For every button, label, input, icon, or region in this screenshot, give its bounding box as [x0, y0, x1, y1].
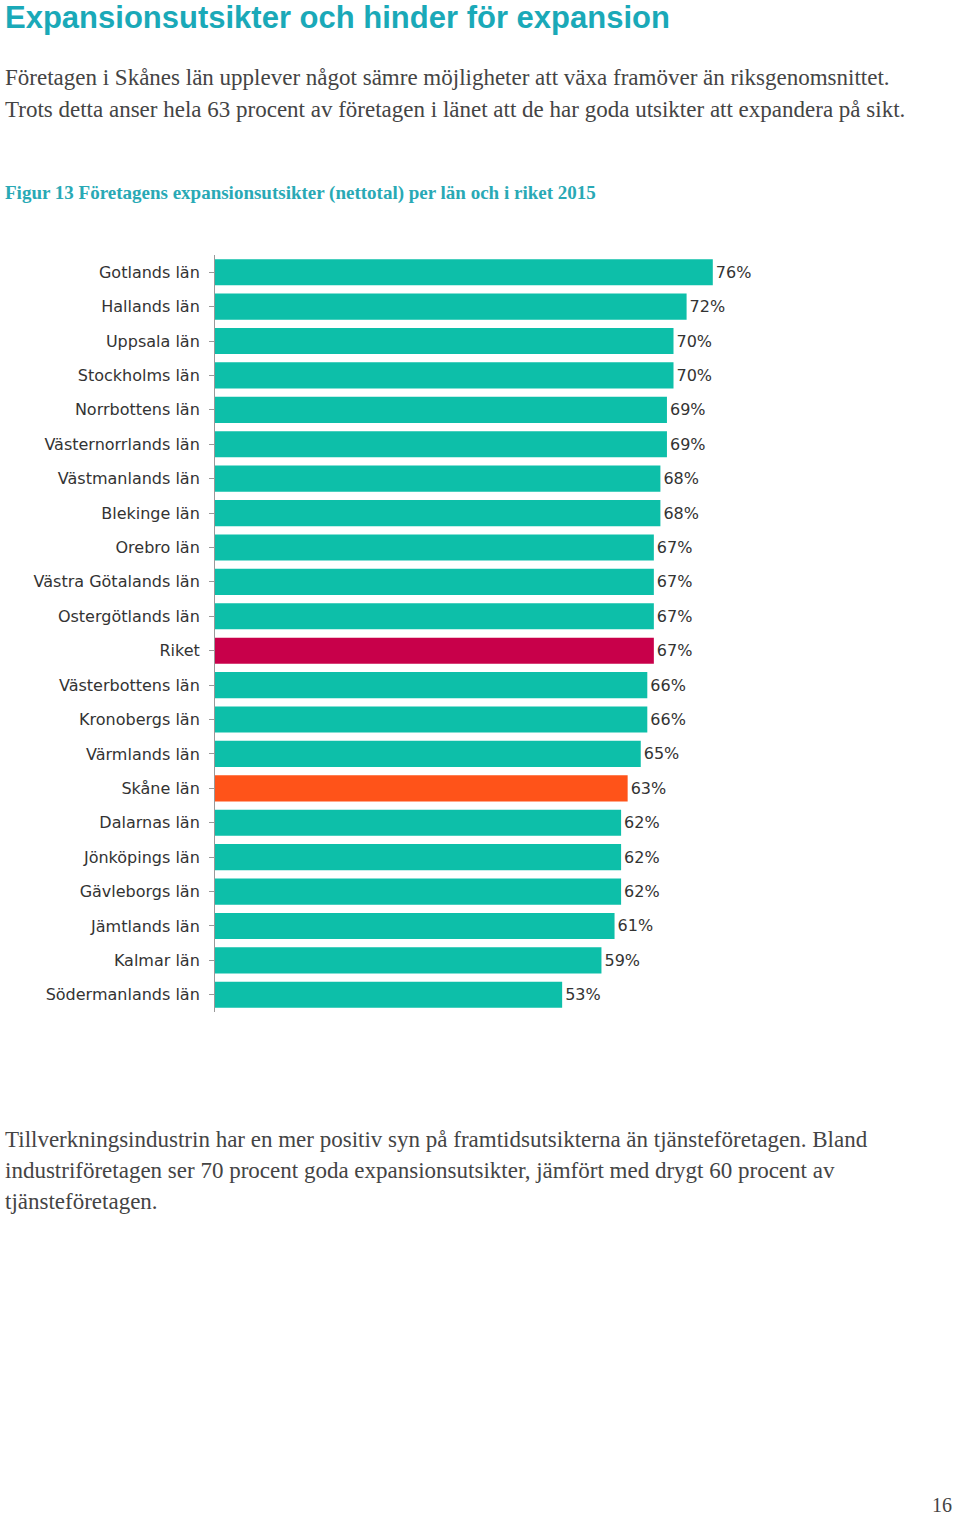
svg-text:70%: 70%: [677, 366, 713, 385]
svg-text:70%: 70%: [677, 332, 713, 351]
svg-text:Norrbottens län: Norrbottens län: [75, 400, 200, 419]
svg-text:66%: 66%: [650, 676, 686, 695]
svg-text:76%: 76%: [716, 263, 752, 282]
svg-text:Uppsala län: Uppsala län: [106, 332, 200, 351]
html-text:Figur 13 Företagens expansions: Figur 13 Företagens expansionsutsikter (…: [5, 182, 596, 203]
svg-text:62%: 62%: [624, 848, 660, 867]
svg-text:66%: 66%: [650, 710, 686, 729]
html-text:Företagen i Skånes län uppleve: Företagen i Skånes län upplever något sä…: [5, 65, 906, 122]
svg-text:Blekinge län: Blekinge län: [101, 504, 200, 523]
svg-text:69%: 69%: [670, 435, 706, 454]
svg-text:53%: 53%: [565, 985, 601, 1004]
svg-text:Dalarnas län: Dalarnas län: [99, 813, 199, 832]
svg-text:68%: 68%: [663, 504, 699, 523]
svg-text:Orebro län: Orebro län: [115, 538, 199, 557]
svg-text:Hallands län: Hallands län: [101, 297, 200, 316]
html-text:Tillverkningsindustrin har en: Tillverkningsindustrin har en mer positi…: [5, 1127, 868, 1214]
svg-text:69%: 69%: [670, 400, 706, 419]
svg-text:67%: 67%: [657, 538, 693, 557]
svg-text:72%: 72%: [690, 297, 726, 316]
svg-text:62%: 62%: [624, 813, 660, 832]
svg-text:68%: 68%: [663, 469, 699, 488]
svg-text:Västmanlands län: Västmanlands län: [58, 469, 200, 488]
svg-text:Skåne län: Skåne län: [121, 779, 199, 798]
svg-text:67%: 67%: [657, 572, 693, 591]
svg-text:Södermanlands län: Södermanlands län: [46, 985, 200, 1004]
svg-text:Västernorrlands län: Västernorrlands län: [44, 435, 199, 454]
html-text:Expansionsutsikter och hinder: Expansionsutsikter och hinder för expans…: [5, 0, 670, 35]
svg-text:Jönköpings län: Jönköpings län: [83, 848, 200, 867]
svg-text:59%: 59%: [604, 951, 640, 970]
svg-text:Riket: Riket: [159, 641, 199, 660]
svg-text:Ostergötlands län: Ostergötlands län: [58, 607, 200, 626]
svg-text:62%: 62%: [624, 882, 660, 901]
svg-text:67%: 67%: [657, 607, 693, 626]
svg-text:67%: 67%: [657, 641, 693, 660]
svg-text:61%: 61%: [618, 916, 654, 935]
svg-text:Gävleborgs län: Gävleborgs län: [80, 882, 200, 901]
svg-text:Kalmar län: Kalmar län: [114, 951, 200, 970]
svg-text:Västra Götalands län: Västra Götalands län: [34, 572, 200, 591]
svg-text:Jämtlands län: Jämtlands län: [90, 917, 200, 936]
svg-text:Västerbottens län: Västerbottens län: [59, 676, 200, 695]
html-text:16: 16: [932, 1494, 952, 1516]
svg-text:Kronobergs län: Kronobergs län: [79, 710, 200, 729]
svg-text:65%: 65%: [644, 744, 680, 763]
svg-text:Stockholms län: Stockholms län: [78, 366, 200, 385]
svg-text:Värmlands län: Värmlands län: [86, 745, 200, 764]
svg-text:Gotlands län: Gotlands län: [99, 263, 200, 282]
svg-text:63%: 63%: [631, 779, 667, 798]
